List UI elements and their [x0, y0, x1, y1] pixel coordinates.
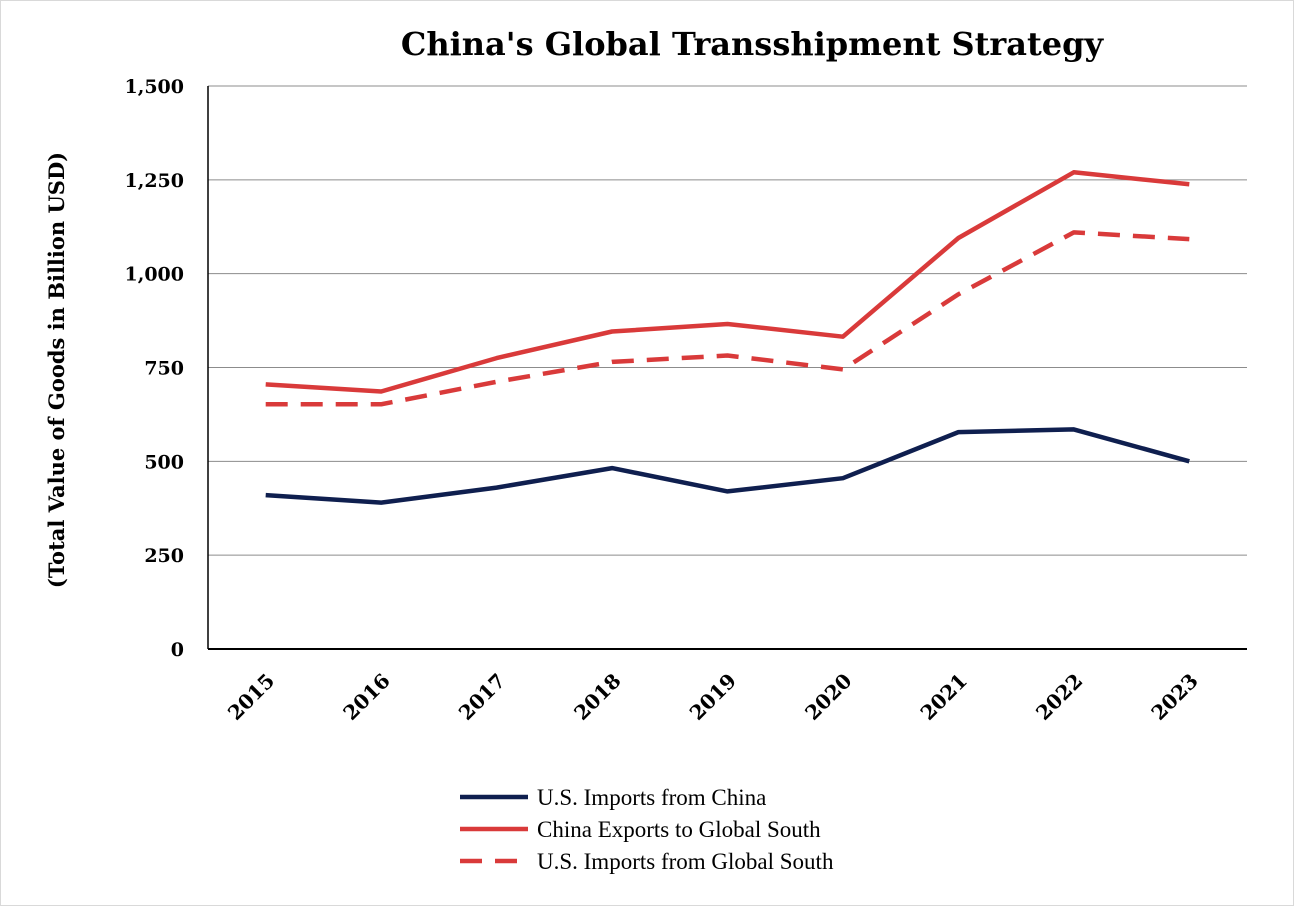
y-tick-labels: 0 250 500 750 1,000 1,250 1,500 — [125, 76, 185, 661]
y-tick-label: 750 — [144, 358, 184, 380]
series-line-1 — [265, 427, 1190, 505]
x-tick-label: 2021 — [916, 669, 972, 725]
legend-label: U.S. Imports from Global South — [537, 849, 834, 874]
x-tick-label: 2016 — [338, 669, 394, 725]
x-tick-label: 2015 — [223, 669, 279, 725]
x-tick-label: 2019 — [685, 669, 741, 725]
y-tick-label: 0 — [171, 639, 184, 661]
y-tick-label: 500 — [144, 451, 184, 473]
x-tick-label: 2020 — [800, 669, 856, 725]
legend-label: U.S. Imports from China — [537, 785, 766, 810]
y-tick-label: 1,500 — [125, 76, 185, 98]
series-line-3 — [265, 230, 1190, 407]
y-tick-label: 250 — [144, 545, 184, 567]
y-tick-label: 1,250 — [125, 170, 185, 192]
y-tick-label: 1,000 — [125, 264, 185, 286]
x-tick-labels: 2015 2016 2017 2018 2019 2020 2021 2022 2023 — [223, 669, 1203, 725]
y-axis-label: (Total Value of Goods in Billion USD) — [44, 152, 69, 588]
series-lines — [265, 170, 1190, 505]
legend: U.S. Imports from China China Exports to … — [460, 785, 834, 874]
x-tick-label: 2022 — [1031, 669, 1087, 725]
x-tick-label: 2018 — [569, 669, 625, 725]
axes — [207, 86, 1247, 650]
gridlines — [208, 85, 1247, 556]
legend-label: China Exports to Global South — [537, 817, 821, 842]
chart-title: China's Global Transshipment Strategy — [401, 25, 1105, 63]
series-line-2 — [265, 170, 1190, 394]
x-tick-label: 2023 — [1146, 669, 1202, 725]
x-tick-label: 2017 — [454, 669, 510, 725]
